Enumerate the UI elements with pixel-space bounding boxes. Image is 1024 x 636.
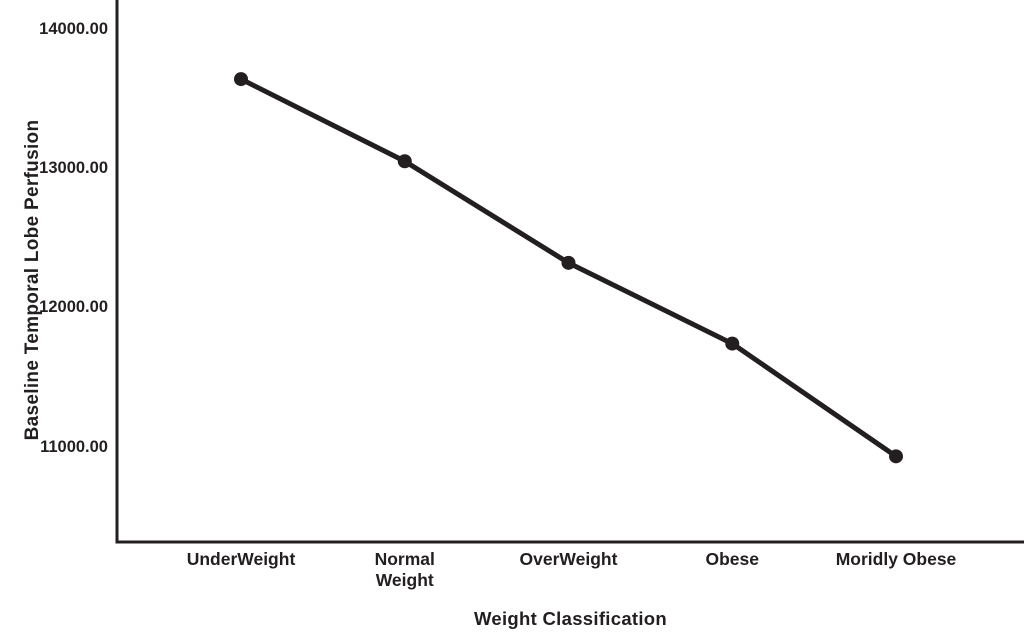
x-tick-label: Normal Weight [374, 549, 435, 590]
y-tick-label: 14000.00 [39, 20, 108, 38]
x-axis-title: Weight Classification [473, 608, 668, 629]
x-tick-label: Obese [705, 549, 760, 569]
y-tick-label: 13000.00 [39, 159, 108, 178]
y-tick-label: 12000.00 [39, 298, 108, 317]
data-point [397, 154, 412, 169]
x-tick-label: Moridly Obese [835, 549, 957, 569]
data-point [234, 72, 248, 87]
x-tick-label: UnderWeight [186, 549, 296, 569]
y-tick-label: 11000.00 [40, 437, 108, 456]
x-tick-label: OverWeight [519, 549, 618, 569]
data-point [725, 336, 740, 351]
data-point [561, 255, 576, 270]
data-point [889, 449, 903, 464]
